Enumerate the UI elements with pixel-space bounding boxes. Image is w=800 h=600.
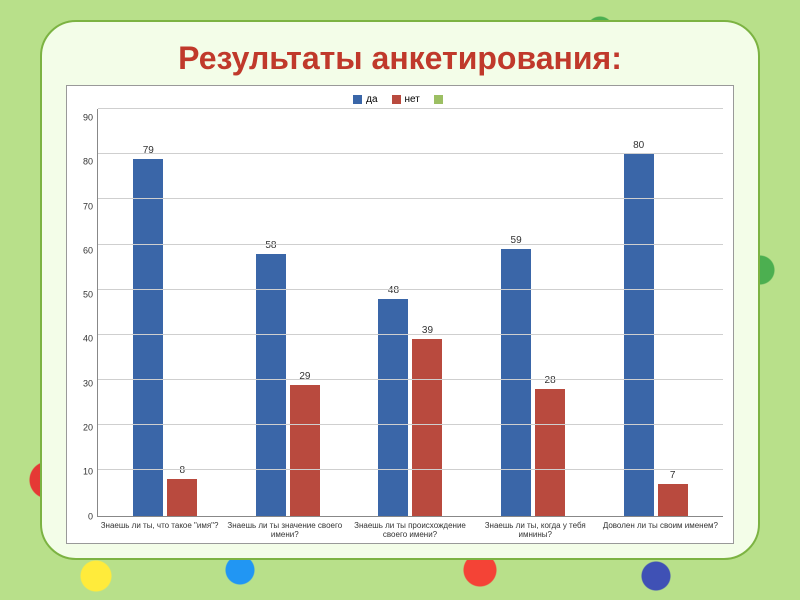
bar: 8	[167, 479, 197, 515]
bar: 28	[535, 389, 565, 516]
x-tick-label: Знаешь ли ты происхождение своего имени?	[347, 517, 472, 539]
bar-group: 798	[104, 109, 227, 516]
bar-value-label: 80	[633, 140, 644, 151]
y-tick-label: 10	[77, 468, 93, 477]
bar: 29	[290, 385, 320, 516]
y-tick-label: 80	[77, 158, 93, 167]
bar: 80	[624, 154, 654, 515]
y-tick-label: 40	[77, 335, 93, 344]
page-title: Результаты анкетирования:	[66, 40, 734, 77]
bar-group: 5829	[227, 109, 350, 516]
legend-swatch	[434, 95, 443, 104]
plot-area: 798582948395928807	[97, 109, 723, 517]
x-tick-label: Доволен ли ты своим именем?	[598, 517, 723, 539]
y-tick-label: 30	[77, 379, 93, 388]
plot-wrap: 0102030405060708090 798582948395928807	[77, 109, 723, 517]
bar-group: 807	[594, 109, 717, 516]
y-tick-label: 0	[77, 512, 93, 521]
grid-line	[98, 153, 723, 154]
legend-item: нет	[392, 94, 420, 105]
legend-label: нет	[405, 94, 420, 105]
chart-legend: да нет	[77, 94, 723, 105]
bar-value-label: 58	[265, 240, 276, 251]
legend-swatch	[392, 95, 401, 104]
bar: 7	[658, 484, 688, 516]
bar: 48	[378, 299, 408, 516]
y-tick-label: 90	[77, 114, 93, 123]
grid-line	[98, 424, 723, 425]
bar: 39	[412, 339, 442, 515]
bar-value-label: 7	[670, 470, 676, 481]
bar: 79	[133, 159, 163, 516]
x-tick-label: Знаешь ли ты значение своего имени?	[222, 517, 347, 539]
grid-line	[98, 334, 723, 335]
y-axis: 0102030405060708090	[77, 109, 97, 517]
legend-item	[434, 94, 447, 105]
content-panel: Результаты анкетирования: да нет 0 10 20 30 4…	[40, 20, 760, 560]
legend-item: да	[353, 94, 377, 105]
grid-line	[98, 379, 723, 380]
y-tick-label: 20	[77, 423, 93, 432]
legend-label: да	[366, 94, 377, 105]
grid-line	[98, 289, 723, 290]
bar-value-label: 8	[180, 465, 186, 476]
grid-line	[98, 108, 723, 109]
grid-line	[98, 469, 723, 470]
x-tick-label: Знаешь ли ты, что такое "имя"?	[97, 517, 222, 539]
y-tick-label: 50	[77, 291, 93, 300]
bar-value-label: 48	[388, 285, 399, 296]
x-axis: Знаешь ли ты, что такое "имя"?Знаешь ли …	[77, 517, 723, 539]
legend-swatch	[353, 95, 362, 104]
bar-group: 5928	[472, 109, 595, 516]
grid-line	[98, 244, 723, 245]
bar: 58	[256, 254, 286, 516]
bar-value-label: 28	[545, 375, 556, 386]
survey-chart: данет 0102030405060708090 79858294839592…	[66, 85, 734, 544]
y-tick-label: 70	[77, 202, 93, 211]
grid-line	[98, 198, 723, 199]
y-tick-label: 60	[77, 246, 93, 255]
bar-group: 4839	[349, 109, 472, 516]
x-tick-label: Знаешь ли ты, когда у тебя имнины?	[473, 517, 598, 539]
bar-groups: 798582948395928807	[98, 109, 723, 516]
